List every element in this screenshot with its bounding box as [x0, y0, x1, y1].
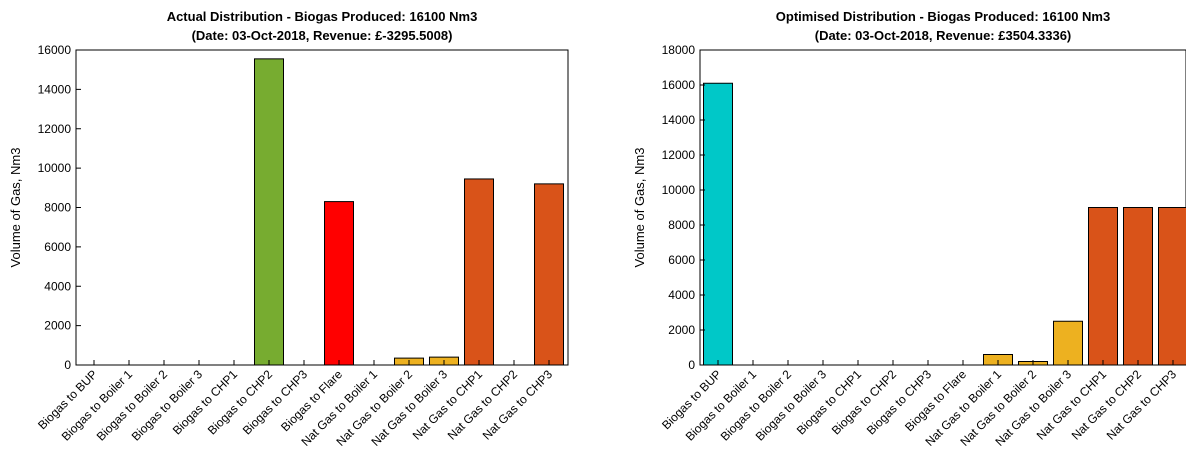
bar [1053, 320, 1083, 366]
y-tick-label: 16000 [662, 78, 696, 92]
bar [254, 58, 284, 366]
y-tick-label: 0 [688, 358, 695, 372]
bar [534, 183, 564, 366]
y-axis-label: Volume of Gas, Nm3 [8, 148, 23, 268]
x-tick-label: Biogas to BUP [659, 367, 724, 432]
bar [464, 178, 494, 366]
bar [324, 201, 354, 366]
y-tick-label: 6000 [44, 240, 71, 254]
y-tick-label: 8000 [668, 218, 695, 232]
bar [703, 82, 733, 366]
y-tick-label: 10000 [662, 183, 696, 197]
chart-optimised-distribution: Optimised Distribution - Biogas Produced… [632, 9, 1186, 449]
y-tick-label: 18000 [662, 43, 696, 57]
y-tick-label: 14000 [38, 82, 72, 96]
bar [1088, 207, 1118, 366]
y-tick-label: 6000 [668, 253, 695, 267]
bar [1158, 207, 1186, 366]
x-tick-label: Biogas to BUP [35, 367, 100, 432]
chart-subtitle: (Date: 03-Oct-2018, Revenue: £3504.3336) [815, 28, 1072, 43]
bar-group [703, 82, 1186, 366]
y-tick-label: 10000 [38, 161, 72, 175]
bar [1123, 207, 1153, 366]
chart-title: Actual Distribution - Biogas Produced: 1… [167, 9, 478, 24]
bar-group [254, 58, 564, 366]
y-tick-label: 8000 [44, 201, 71, 215]
y-axis-label: Volume of Gas, Nm3 [632, 148, 647, 268]
y-tick-label: 16000 [38, 43, 72, 57]
y-tick-label: 14000 [662, 113, 696, 127]
x-tick-label: Biogas to Flare [278, 367, 345, 434]
y-tick-label: 4000 [44, 279, 71, 293]
y-tick-label: 4000 [668, 288, 695, 302]
chart-title: Optimised Distribution - Biogas Produced… [776, 9, 1110, 24]
plot-area [75, 49, 569, 366]
x-tick-label: Biogas to Flare [902, 367, 969, 434]
chart-subtitle: (Date: 03-Oct-2018, Revenue: £-3295.5008… [192, 28, 453, 43]
y-tick-label: 2000 [44, 319, 71, 333]
y-axis: 0 2000 4000 6000 8000 10000 12000 14000 16000 [38, 43, 81, 372]
y-tick-label: 2000 [668, 323, 695, 337]
y-tick-label: 12000 [38, 122, 72, 136]
y-axis: 0 2000 4000 6000 8000 10000 12000 14000 16000 180… [662, 43, 705, 372]
y-tick-label: 12000 [662, 148, 696, 162]
chart-actual-distribution: Actual Distribution - Biogas Produced: 1… [8, 9, 569, 449]
y-tick-label: 0 [64, 358, 71, 372]
